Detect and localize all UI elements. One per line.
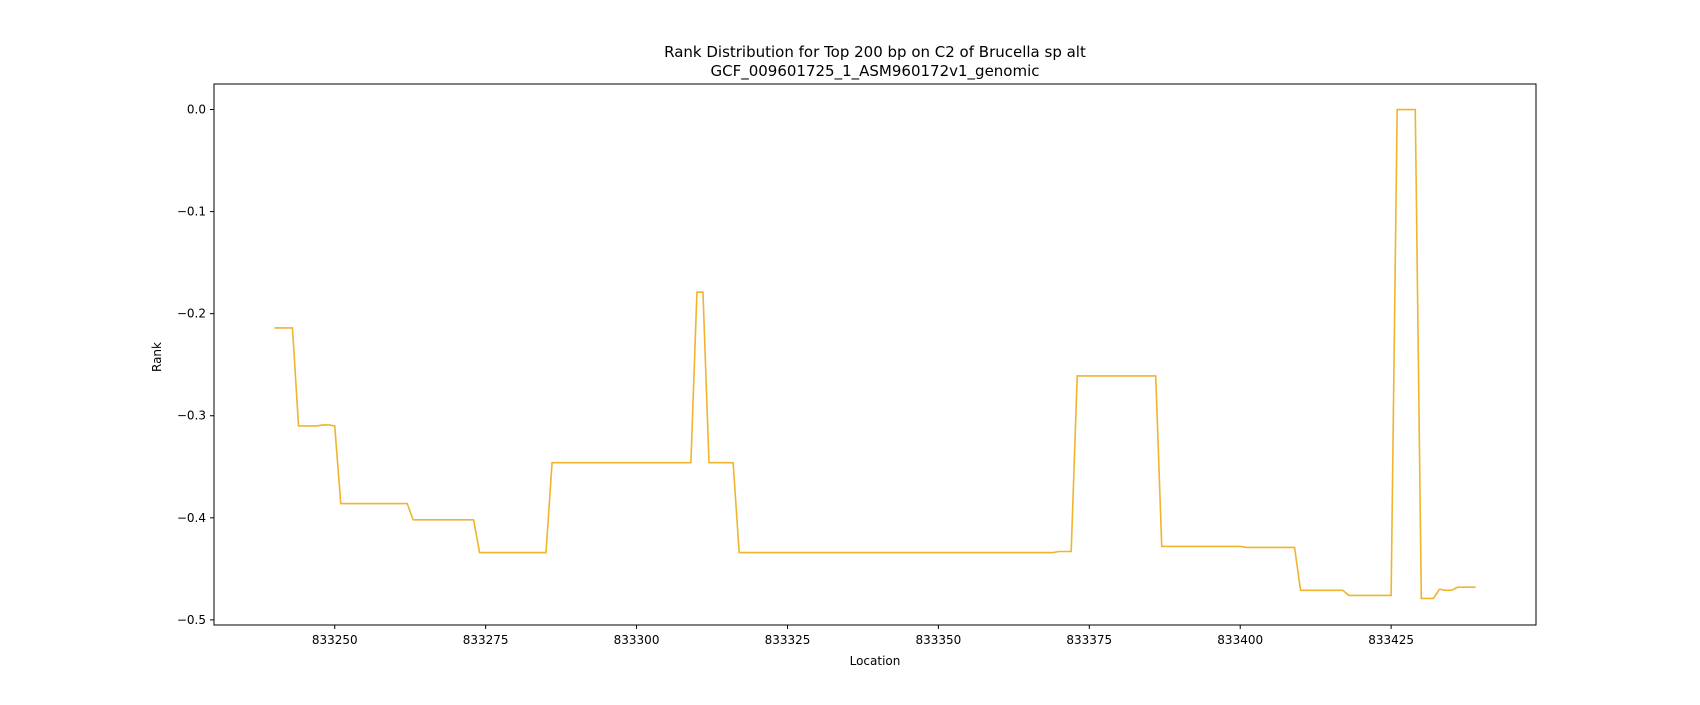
y-tick-label: −0.5 (177, 613, 206, 627)
x-tick-label: 833375 (1066, 633, 1112, 647)
y-tick-label: −0.3 (177, 409, 206, 423)
x-tick-label: 833400 (1217, 633, 1263, 647)
x-axis-ticks: 833250 833275 833300 833325 833350 833375 8334… (312, 625, 1414, 647)
x-tick-label: 833300 (614, 633, 660, 647)
plot-area-frame (213, 83, 1537, 626)
y-axis-ticks: 0.0 −0.1 −0.2 −0.3 −0.4 −0.5 (177, 103, 214, 627)
x-tick-label: 833425 (1368, 633, 1414, 647)
x-tick-label: 833325 (765, 633, 811, 647)
y-tick-label: −0.1 (177, 205, 206, 219)
x-tick-label: 833250 (312, 633, 358, 647)
y-tick-label: −0.4 (177, 511, 206, 525)
y-tick-label: −0.2 (177, 307, 206, 321)
x-tick-label: 833275 (463, 633, 509, 647)
y-tick-label: 0.0 (187, 103, 206, 117)
y-axis-label: Rank (150, 342, 164, 372)
series-line-0 (274, 108, 1476, 600)
chart-subtitle: GCF_009601725_1_ASM960172v1_genomic (710, 62, 1039, 81)
chart-title: Rank Distribution for Top 200 bp on C2 o… (664, 43, 1086, 61)
x-axis-label: Location (850, 654, 901, 668)
x-tick-label: 833350 (915, 633, 961, 647)
series-layer (274, 108, 1476, 600)
